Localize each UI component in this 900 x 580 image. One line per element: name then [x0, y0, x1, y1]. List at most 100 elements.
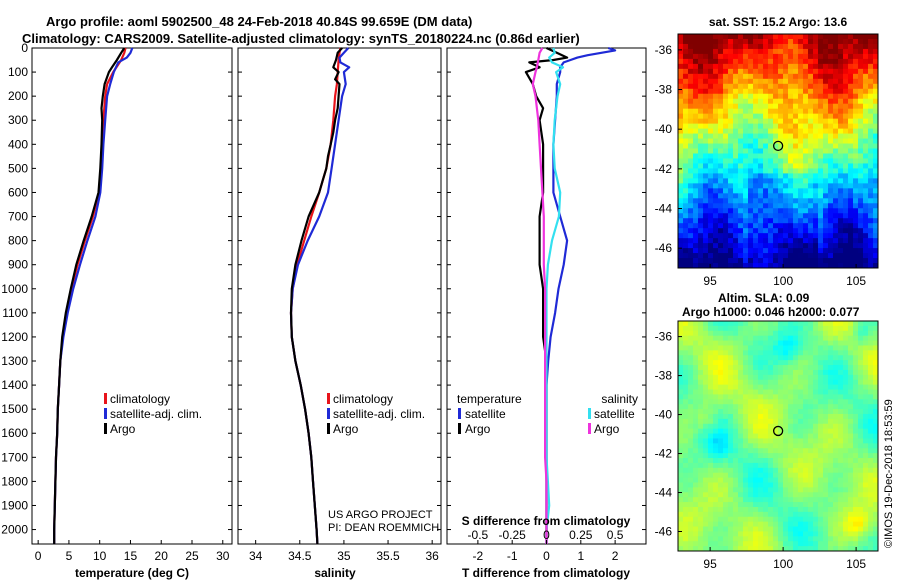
map-cell — [863, 526, 869, 533]
map-cell — [678, 153, 684, 160]
map-cell — [728, 413, 734, 420]
map-cell — [828, 433, 834, 440]
map-cell — [808, 335, 814, 342]
map-cell — [763, 173, 769, 179]
map-cell — [843, 506, 849, 513]
map-cell — [763, 418, 769, 425]
map-cell — [718, 208, 724, 214]
map-cell — [738, 340, 744, 347]
map-cell — [678, 173, 684, 179]
map-cell — [738, 168, 744, 175]
map-cell — [843, 103, 849, 110]
map-cell — [863, 340, 869, 347]
map-cell — [853, 487, 859, 493]
map-cell — [868, 158, 874, 165]
map-cell — [803, 228, 809, 234]
map-cell — [828, 350, 834, 356]
map-cell — [743, 438, 749, 444]
map-cell — [698, 128, 704, 135]
map-cell — [838, 58, 844, 65]
map-cell — [708, 428, 714, 435]
map-cell — [793, 355, 799, 361]
map-cell — [873, 472, 878, 479]
map-cell — [718, 418, 724, 425]
map-cell — [728, 93, 734, 100]
map-cell — [793, 223, 799, 229]
map-cell — [703, 355, 709, 361]
map-cell — [798, 83, 804, 90]
map-cell — [713, 53, 719, 60]
map-cell — [788, 428, 794, 435]
map-cell — [863, 193, 869, 199]
map-cell — [808, 497, 814, 503]
map-cell — [828, 325, 834, 332]
map-cell — [703, 243, 709, 249]
map-cell — [863, 345, 869, 351]
series-line-satellite-adj-clim- — [53, 47, 134, 544]
map-cell — [718, 360, 724, 366]
map-cell — [873, 128, 878, 135]
map-cell — [848, 541, 854, 547]
map-cell — [813, 133, 819, 140]
map-cell — [728, 68, 734, 75]
map-cell — [773, 345, 779, 351]
map-cell — [683, 360, 689, 366]
map-cell — [808, 253, 814, 259]
map-cell — [848, 178, 854, 184]
map-cell — [713, 360, 719, 366]
map-cell — [853, 472, 859, 479]
map-cell — [843, 128, 849, 135]
map-cell — [823, 263, 829, 268]
map-cell — [803, 423, 809, 430]
map-cell — [683, 546, 689, 551]
map-cell — [853, 153, 859, 160]
map-cell — [813, 248, 819, 254]
map-cell — [833, 511, 839, 518]
map-cell — [818, 193, 824, 199]
map-cell — [813, 472, 819, 479]
map-cell — [748, 325, 754, 332]
map-cell — [828, 238, 834, 244]
map-cell — [828, 502, 834, 508]
map-cell — [728, 248, 734, 254]
map-cell — [803, 409, 809, 415]
map-cell — [718, 183, 724, 189]
map-cell — [693, 148, 699, 155]
map-cell — [818, 238, 824, 244]
map-cell — [788, 34, 794, 40]
map-cell — [678, 325, 684, 332]
map-cell — [818, 321, 824, 327]
map-cell — [718, 511, 724, 518]
map-cell — [708, 389, 714, 395]
map-cell — [753, 34, 759, 40]
map-cell — [688, 526, 694, 533]
map-cell — [793, 325, 799, 332]
map-cell — [738, 183, 744, 189]
map-cell — [698, 198, 704, 204]
map-cell — [763, 93, 769, 100]
map-cell — [778, 233, 784, 239]
map-cell — [818, 330, 824, 337]
map-cell — [743, 546, 749, 551]
map-cell — [723, 188, 729, 194]
map-cell — [813, 360, 819, 366]
map-cell — [858, 143, 864, 150]
map-cell — [773, 379, 779, 386]
map-cell — [783, 443, 789, 449]
map-cell — [813, 188, 819, 194]
map-cell — [833, 118, 839, 125]
map-cell — [823, 467, 829, 474]
map-cell — [813, 477, 819, 484]
map-cell — [818, 128, 824, 135]
map-cell — [778, 418, 784, 425]
map-cell — [733, 531, 739, 537]
map-cell — [693, 118, 699, 125]
legend-label: satellite-adj. clim. — [110, 407, 202, 421]
map-cell — [858, 409, 864, 415]
map-cell — [803, 350, 809, 356]
map-cell — [733, 238, 739, 244]
map-cell — [738, 413, 744, 420]
map-cell — [743, 428, 749, 435]
map-cell — [698, 138, 704, 145]
map-cell — [743, 399, 749, 405]
